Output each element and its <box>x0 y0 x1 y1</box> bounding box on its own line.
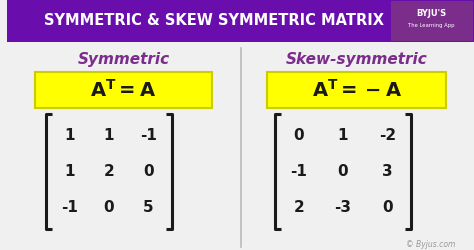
Text: Skew-symmetric: Skew-symmetric <box>286 52 428 67</box>
Text: -2: -2 <box>379 128 396 143</box>
Text: $\mathbf{A^T = -A}$: $\mathbf{A^T = -A}$ <box>312 79 402 101</box>
Text: BYJU'S: BYJU'S <box>417 10 447 18</box>
Bar <box>35 72 212 108</box>
Text: 0: 0 <box>382 200 392 215</box>
Text: 0: 0 <box>293 128 304 143</box>
Text: -3: -3 <box>335 200 352 215</box>
Text: Symmetric: Symmetric <box>77 52 170 67</box>
Text: 2: 2 <box>103 164 114 179</box>
Text: 1: 1 <box>103 128 114 143</box>
Text: 1: 1 <box>338 128 348 143</box>
Text: $\mathbf{A^T = A}$: $\mathbf{A^T = A}$ <box>91 79 156 101</box>
Bar <box>391 1 473 41</box>
Text: 1: 1 <box>64 164 74 179</box>
Text: 3: 3 <box>382 164 392 179</box>
Text: 0: 0 <box>103 200 114 215</box>
Text: © Byjus.com: © Byjus.com <box>406 240 456 249</box>
Text: 0: 0 <box>337 164 348 179</box>
Text: -1: -1 <box>140 128 156 143</box>
Text: The Learning App: The Learning App <box>409 24 455 28</box>
Text: 2: 2 <box>293 200 304 215</box>
Bar <box>267 72 447 108</box>
Bar <box>7 0 474 42</box>
Text: -1: -1 <box>290 164 307 179</box>
Text: 0: 0 <box>143 164 154 179</box>
Text: SYMMETRIC & SKEW SYMMETRIC MATRIX: SYMMETRIC & SKEW SYMMETRIC MATRIX <box>44 14 384 28</box>
Text: -1: -1 <box>61 200 78 215</box>
Text: 5: 5 <box>143 200 154 215</box>
Text: 1: 1 <box>64 128 74 143</box>
